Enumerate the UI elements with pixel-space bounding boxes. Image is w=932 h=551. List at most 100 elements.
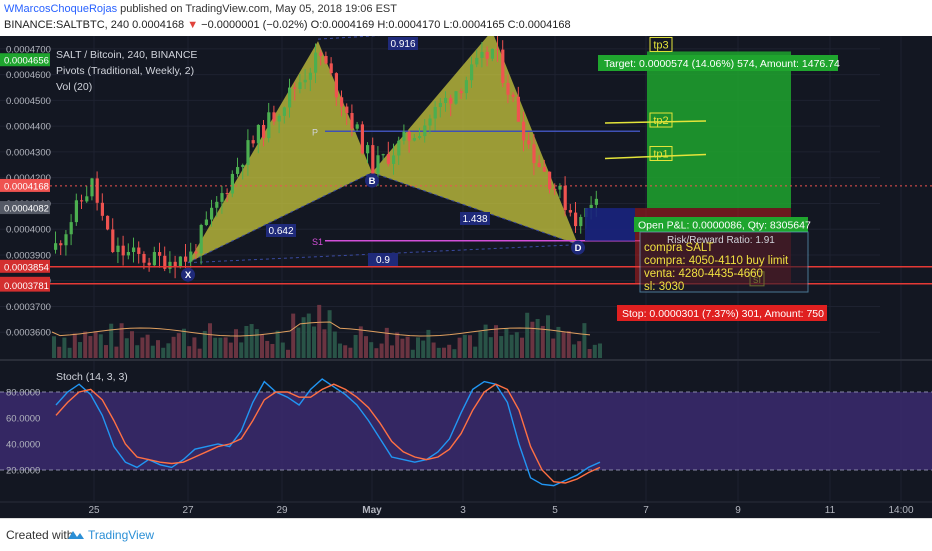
volume-bar [468, 335, 472, 358]
candle-body [189, 251, 193, 262]
candle-body [111, 229, 115, 253]
ratio-label: 0.9 [376, 255, 390, 266]
volume-bar [166, 343, 171, 358]
volume-bar [442, 347, 446, 358]
volume-bar [145, 334, 150, 358]
volume-bar [317, 304, 322, 358]
point-d-label-marker [571, 240, 585, 255]
ratio-label: 0.642 [268, 226, 293, 237]
footer: Created with TradingView [0, 518, 932, 551]
volume-bar [239, 342, 244, 358]
candle-body [319, 52, 323, 56]
volume-bar [291, 313, 296, 358]
chart-svg[interactable]: 0.00036000.00037000.00038000.00039000.00… [0, 28, 932, 518]
candle-body [340, 97, 344, 107]
publish-header: WMarcosChoqueRojas published on TradingV… [0, 0, 932, 36]
take-profit-label: tp3 [653, 39, 668, 51]
candle-body [85, 196, 89, 202]
volume-bar [332, 331, 337, 358]
author-link[interactable]: WMarcosChoqueRojas [4, 3, 118, 15]
published-text: published on TradingView.com, May 05, 20… [117, 3, 397, 15]
y-tick-label: 0.0004200 [6, 173, 51, 184]
volume-bar [457, 337, 462, 358]
candle-body [246, 140, 250, 165]
stoch-legend[interactable]: Stoch (14, 3, 3) [56, 371, 128, 383]
volume-bar [67, 347, 72, 358]
stoch-k-line [55, 378, 601, 487]
volume-bar [286, 349, 290, 358]
volume-bar [364, 336, 368, 358]
ratio-box [266, 224, 296, 237]
volume-bar [587, 349, 592, 358]
volume-bar [426, 329, 431, 358]
volume-bar [197, 348, 202, 358]
candle-body [563, 185, 567, 211]
candle-body [251, 140, 255, 144]
volume-bar [400, 338, 405, 358]
volume-bar [124, 338, 129, 358]
volume-bar [452, 349, 457, 358]
stop-label: Stop: 0.0000301 (7.37%) 301, Amount: 750 [622, 308, 824, 320]
trade-note-line: compra SALT [644, 242, 713, 254]
candle-body [522, 121, 526, 141]
candle-body [574, 212, 578, 227]
chart-legend: SALT / Bitcoin, 240, BINANCE Pivots (Tra… [56, 47, 197, 95]
take-profit-box [649, 145, 673, 161]
chart-area[interactable]: 0.00036000.00037000.00038000.00039000.00… [0, 28, 932, 518]
legend-vol[interactable]: Vol (20) [56, 81, 93, 93]
volume-bar [374, 348, 379, 358]
y-tick-label: 0.0004600 [6, 70, 51, 81]
candle-body [116, 245, 120, 253]
stoch-band [0, 392, 932, 470]
stoch-y-tick-label: 80.0000 [6, 388, 40, 399]
candle-body [542, 167, 546, 172]
volume-bar [83, 331, 88, 358]
stoch-y-tick-label: 60.0000 [6, 414, 40, 425]
ratio-label: 1.438 [462, 214, 487, 225]
volume-bar [577, 341, 582, 358]
candle-body [147, 262, 151, 266]
point-d-label: D [575, 243, 582, 254]
risk-reward-label: Risk/Reward Ratio: 1.91 [667, 235, 775, 246]
volume-bar [52, 336, 56, 358]
candle-body [444, 97, 448, 103]
volume-bar [473, 346, 478, 358]
candle-body [220, 193, 224, 202]
volume-bar [556, 326, 561, 358]
volume-bar [62, 337, 67, 358]
ratio-label: 0.916 [390, 39, 415, 50]
candle-body [256, 124, 260, 144]
candle-body [282, 107, 286, 116]
tradingview-brand[interactable]: TradingView [88, 528, 155, 542]
candle-body [308, 72, 312, 80]
candle-body [470, 64, 474, 81]
volume-bar [322, 329, 327, 358]
candle-body [527, 140, 531, 145]
candle-body [449, 97, 453, 104]
candle-body [553, 188, 557, 190]
volume-bar [119, 323, 124, 358]
candle-body [132, 247, 136, 253]
volume-bar [535, 318, 540, 358]
x-tick-label: 11 [825, 505, 836, 516]
candle-body [392, 155, 396, 164]
volume-bar [296, 327, 301, 358]
volume-bar [202, 330, 207, 358]
candle-body [381, 154, 385, 156]
volume-bar [218, 337, 223, 358]
candle-body [54, 243, 58, 250]
candle-body [366, 145, 370, 154]
volume-bar [312, 326, 316, 358]
trade-note-line: venta: 4280-4435-4660 [644, 268, 763, 280]
stoch-y-tick-label: 20.0000 [6, 466, 40, 477]
take-profit-label: tp2 [653, 115, 668, 127]
candle-body [532, 144, 536, 164]
candle-body [423, 125, 427, 137]
candle-body [350, 113, 354, 129]
stop-label-box [617, 305, 827, 321]
legend-pivots[interactable]: Pivots (Traditional, Weekly, 2) [56, 65, 195, 77]
candle-body [485, 51, 489, 59]
candle-body [199, 224, 203, 254]
volume-bar [57, 346, 62, 358]
volume-bar [582, 323, 587, 358]
